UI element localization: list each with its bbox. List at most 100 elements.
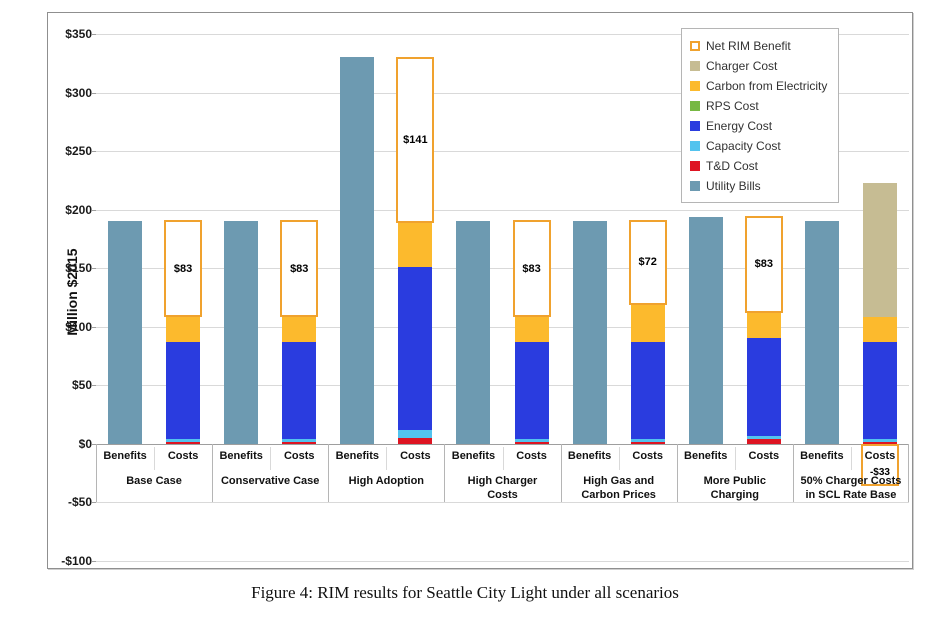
y-tick-mark [92,326,97,328]
segment-capacity-cost-50-charger-costs-in-scl-rate-base [862,438,897,442]
segment-carbon-from-electricity-more-public-charging [746,312,781,339]
figure-caption: Figure 4: RIM results for Seattle City L… [251,583,679,602]
legend: Net RIM Benefit Charger Cost Carbon from E… [681,28,839,203]
scenario-label-more-public-charging: More Public Charging [703,474,766,501]
scenario-label-high-charger-costs: High Charger Costs [467,474,538,501]
segment-td-cost-high-gas-and-carbon-prices [630,441,665,444]
legend-swatch-capacity-cost-icon [690,141,700,151]
group-separator [328,443,330,503]
group-separator [908,443,909,503]
net-rim-benefit-box-high-charger-costs: $83 [512,220,551,318]
y-tick-label: $0 [78,436,92,451]
y-tick-mark [92,151,97,153]
segment-carbon-from-electricity-base-case [166,317,201,342]
pair-separator [386,446,388,470]
segment-energy-cost-more-public-charging [746,338,781,436]
segment-td-cost-more-public-charging [746,439,781,444]
chart-figure: Million $2015 $350 $300 $250 $200 $150 $100 $5… [47,12,913,569]
group-separator [96,443,97,503]
legend-swatch-energy-cost-icon [690,121,700,131]
legend-item-t-d-cost: T&D Cost [690,156,830,176]
pair-separator [734,446,736,470]
net-rim-benefit-value: -$33 [869,466,890,478]
y-tick-mark [92,443,97,445]
segment-energy-cost-high-adoption [398,267,433,430]
segment-td-cost-50-charger-costs-in-scl-rate-base [862,441,897,444]
gridline [96,151,909,153]
group-separator [444,443,446,503]
gridline [96,209,909,211]
y-tick-mark [92,92,97,94]
net-rim-benefit-box-base-case: $83 [164,220,203,318]
y-tick-mark [92,34,97,35]
legend-item-capacity-cost: Capacity Cost [690,136,830,156]
y-tick-label: $100 [65,319,92,334]
net-rim-benefit-box-high-gas-and-carbon-prices: $72 [628,220,667,305]
x-label-benefits-base-case: Benefits [103,449,147,462]
y-tick-label: $350 [65,27,92,41]
segment-energy-cost-conservative-case [282,342,317,439]
legend-label: Energy Cost [706,119,773,133]
legend-swatch-net-rim-benefit-icon [690,41,700,51]
net-rim-benefit-value: $83 [754,258,773,271]
bar-benefits-50-charger-costs-in-scl-rate-base [804,221,839,444]
scenario-label-high-adoption: High Adoption [348,474,425,487]
x-label-costs-more-public-charging: Costs [748,449,780,462]
legend-label: Utility Bills [706,179,761,193]
pair-separator [270,446,272,470]
x-label-benefits-more-public-charging: Benefits [684,449,728,462]
net-rim-benefit-box-conservative-case: $83 [280,220,319,318]
y-tick-label: $300 [65,85,92,100]
net-rim-benefit-value: $83 [173,262,193,275]
scenario-label-50-charger-costs-in-scl-rate-base: 50% Charger Costs in SCL Rate Base [800,474,902,501]
bar-benefits-high-charger-costs [456,221,491,444]
legend-label: Carbon from Electricity [706,79,828,93]
zero-axis-line [96,443,909,445]
scenario-label-base-case: Base Case [126,474,182,487]
group-separator [676,443,678,503]
y-tick-label: $50 [71,378,92,393]
bar-benefits-more-public-charging [688,216,723,444]
x-label-costs-high-gas-and-carbon-prices: Costs [632,449,663,462]
legend-swatch-t-d-cost-icon [690,161,700,171]
group-separator [792,443,794,503]
net-rim-benefit-box-more-public-charging: $83 [744,215,783,313]
group-separator [560,443,562,503]
x-label-benefits-high-charger-costs: Benefits [451,449,496,462]
segment-capacity-cost-high-gas-and-carbon-prices [630,438,665,442]
legend-label: T&D Cost [706,159,759,173]
legend-label: Capacity Cost [706,139,781,153]
segment-capacity-cost-base-case [166,438,201,442]
x-label-costs-high-adoption: Costs [400,449,431,462]
legend-item-utility-bills: Utility Bills [690,176,830,196]
segment-carbon-from-electricity-high-charger-costs [514,317,549,342]
gridline [96,268,909,270]
bar-benefits-high-gas-and-carbon-prices [572,221,607,444]
legend-label: Net RIM Benefit [706,39,791,53]
y-tick-label: $250 [65,144,92,159]
segment-energy-cost-base-case [166,342,201,439]
legend-item-charger-cost: Charger Cost [690,56,830,76]
segment-capacity-cost-conservative-case [282,438,317,442]
scenario-label-conservative-case: Conservative Case [220,474,320,487]
bar-benefits-high-adoption [340,57,375,444]
scenario-label-high-gas-and-carbon-prices: High Gas and Carbon Prices [581,474,656,501]
gridline [96,502,909,504]
legend-item-net-rim-benefit: Net RIM Benefit [690,36,830,56]
y-tick-label: $150 [65,261,92,276]
segment-energy-cost-high-charger-costs [514,342,549,439]
legend-item-energy-cost: Energy Cost [690,116,830,136]
y-tick-mark [92,268,97,270]
segment-carbon-from-electricity-high-gas-and-carbon-prices [630,304,665,342]
plot-area: $83 Benefits Costs Base Case $83 Benefits Cost… [96,34,909,562]
segment-capacity-cost-more-public-charging [746,435,781,440]
group-separator [212,443,214,503]
bar-benefits-base-case [108,221,143,444]
legend-swatch-utility-bills-icon [690,181,700,191]
y-tick-label: -$100 [61,554,92,568]
net-rim-benefit-value: $83 [522,262,541,275]
y-tick-mark [92,385,97,387]
legend-label: RPS Cost [706,99,759,113]
pair-separator [154,446,156,470]
